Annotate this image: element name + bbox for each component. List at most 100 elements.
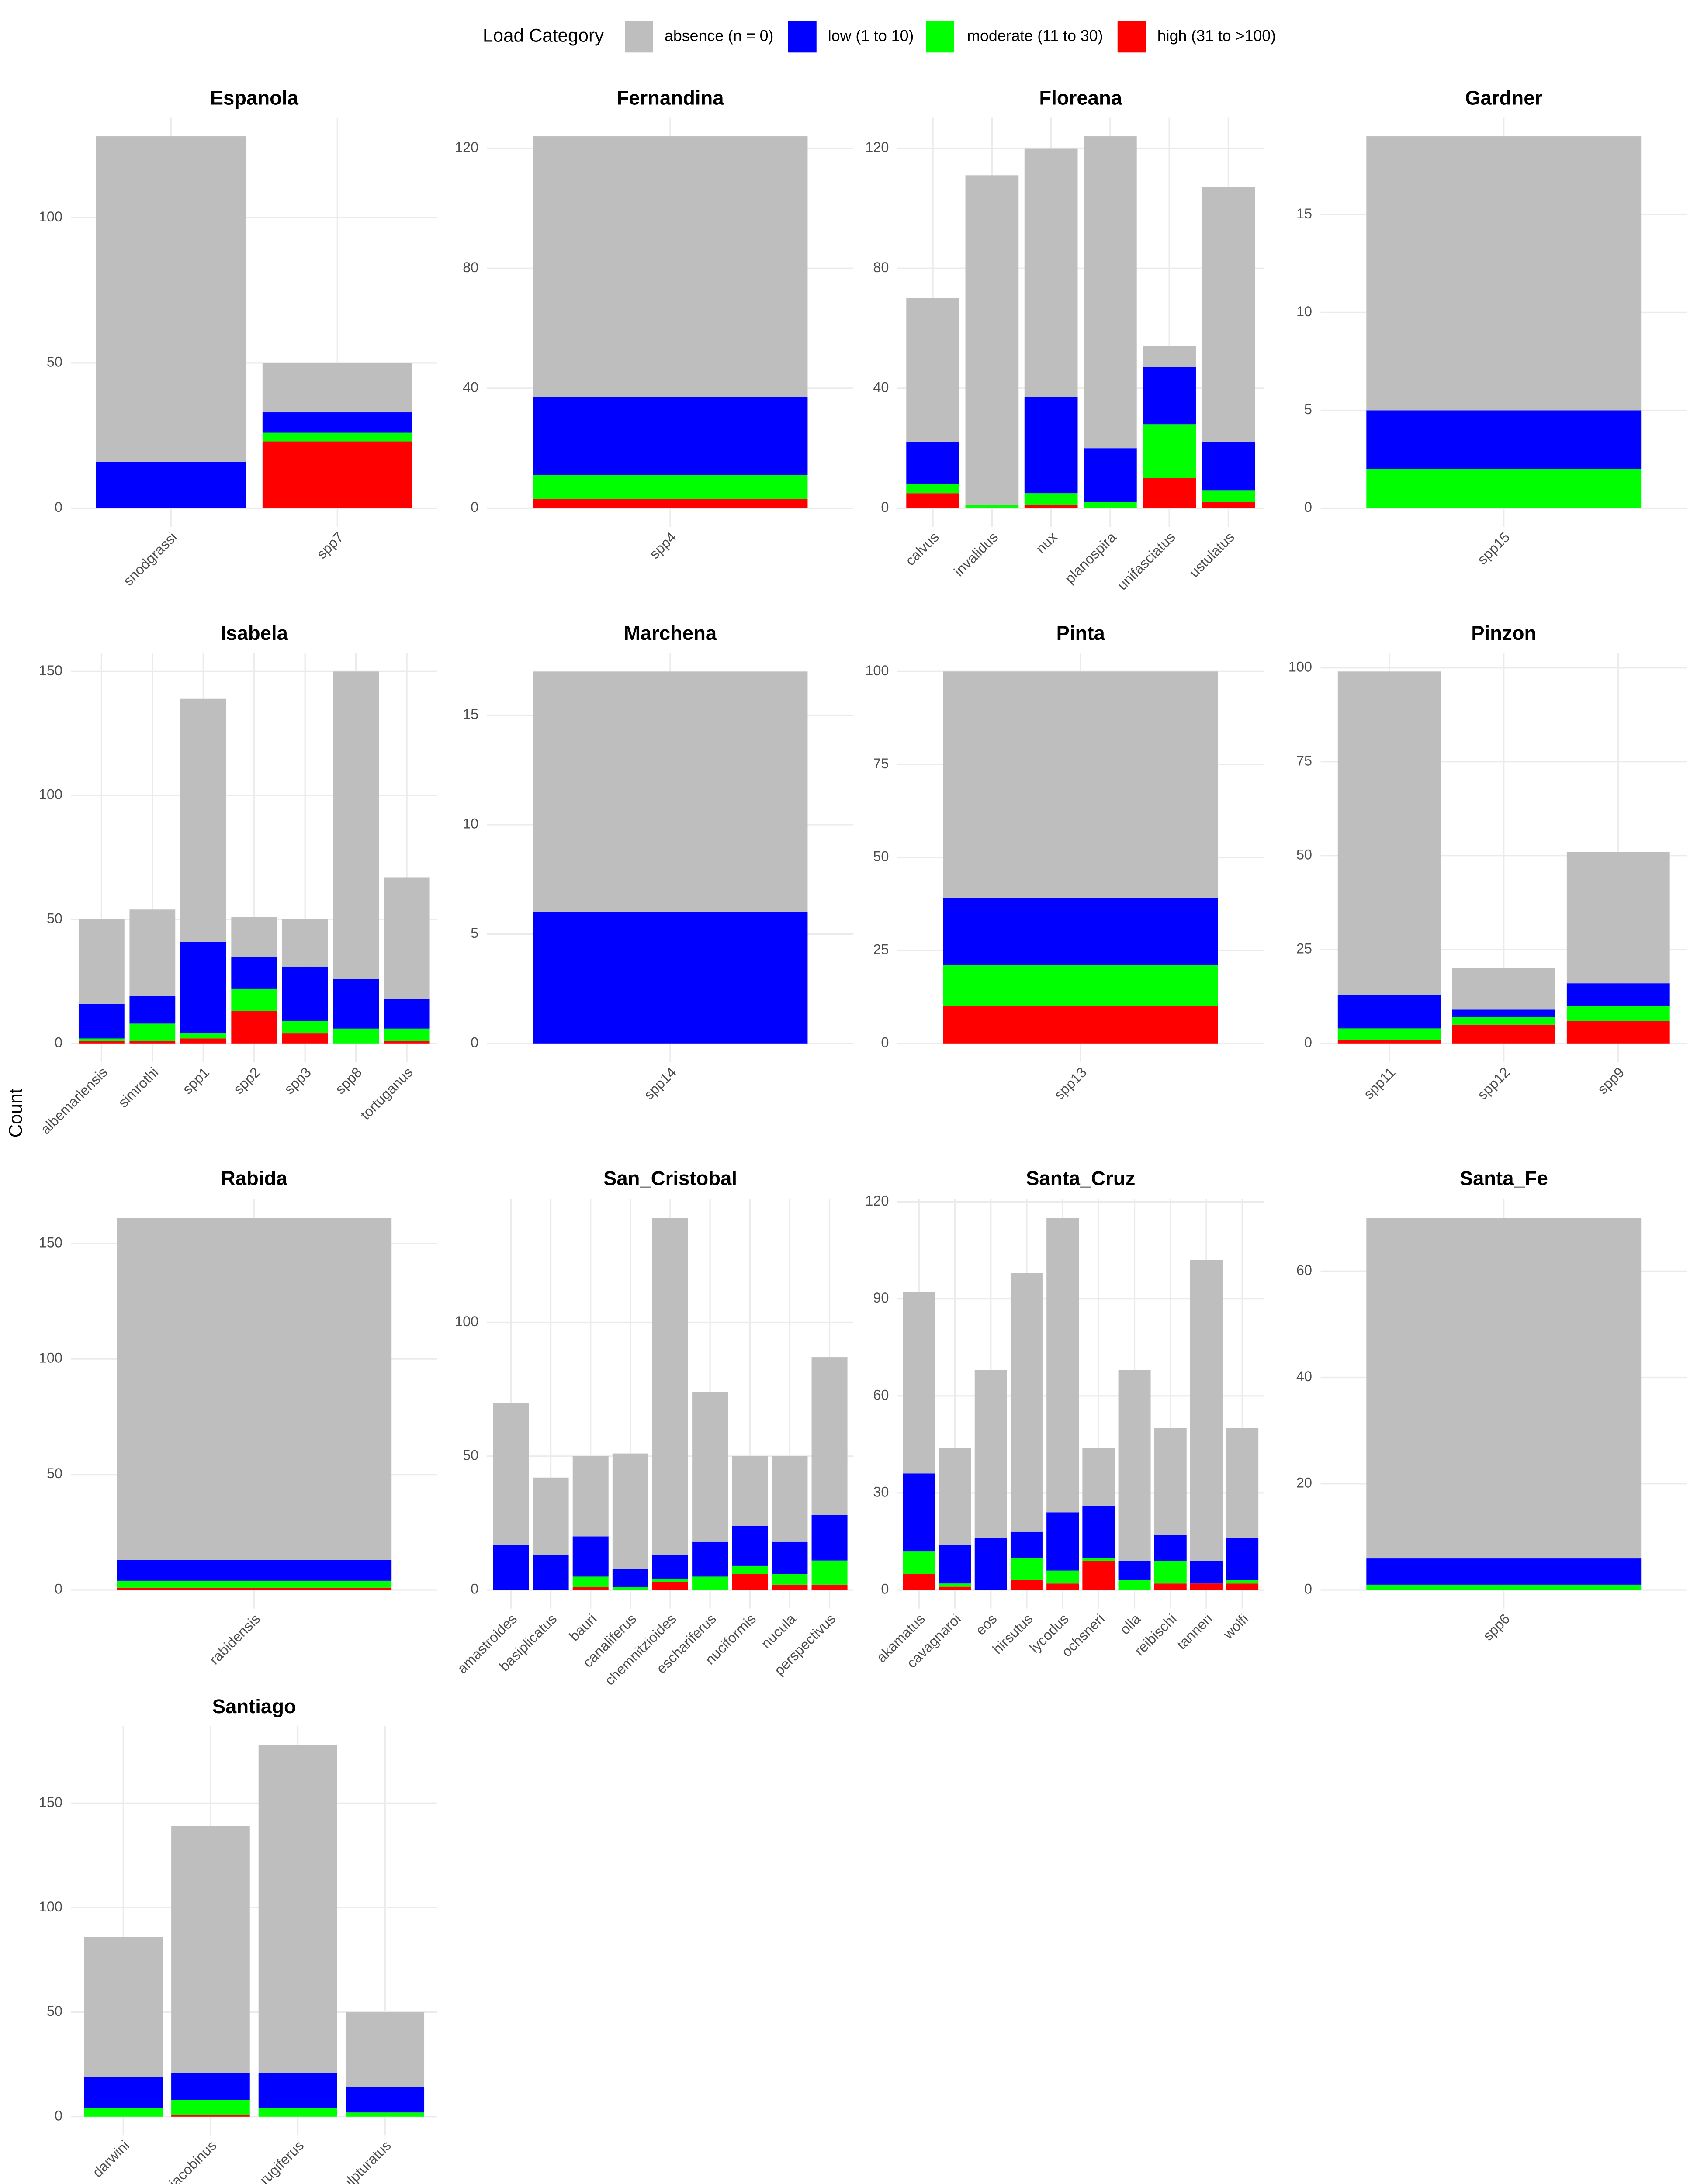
- bar-segment: [1046, 1512, 1079, 1571]
- x-tick-label: rugiferus: [256, 2137, 307, 2184]
- bar-segment: [1046, 1218, 1079, 1513]
- bar-segment: [384, 877, 430, 999]
- bar-segment: [939, 1583, 971, 1587]
- panel-title: Marchena: [624, 622, 717, 644]
- bar-segment: [262, 432, 412, 442]
- bar-segment: [117, 1560, 392, 1581]
- bar-segment: [333, 1028, 379, 1044]
- legend-swatch: [1117, 21, 1146, 53]
- bar-segment: [384, 1041, 430, 1044]
- bar-segment: [493, 1544, 529, 1590]
- bar-segment: [1452, 1024, 1555, 1044]
- bar-segment: [811, 1560, 848, 1585]
- y-tick-label: 50: [47, 354, 62, 370]
- panel-title: Pinta: [1056, 622, 1105, 644]
- bar-segment: [652, 1579, 689, 1582]
- bar-segment: [974, 1370, 1007, 1538]
- bar-segment: [180, 1038, 226, 1044]
- y-tick-label: 0: [471, 1034, 478, 1050]
- bar-segment: [1082, 1558, 1115, 1561]
- bar-segment: [1084, 448, 1137, 502]
- panel-title: Isabela: [221, 622, 288, 644]
- y-tick-label: 100: [39, 1899, 62, 1914]
- y-tick-label: 10: [1296, 304, 1312, 319]
- bar-segment: [1190, 1260, 1223, 1561]
- bar-segment: [652, 1582, 689, 1590]
- bar-segment: [171, 1826, 250, 2073]
- bar-segment: [1452, 1017, 1555, 1025]
- y-tick-label: 0: [55, 1034, 62, 1050]
- y-tick-label: 150: [39, 1794, 62, 1810]
- legend-swatch: [625, 21, 653, 53]
- x-tick-label: spp14: [641, 1064, 679, 1102]
- y-tick-label: 0: [55, 1581, 62, 1597]
- y-tick-label: 80: [463, 259, 478, 275]
- bar-segment: [84, 1937, 163, 2077]
- bar-segment: [171, 2073, 250, 2100]
- bar-segment: [129, 1023, 176, 1041]
- bar-segment: [572, 1536, 609, 1577]
- y-tick-label: 25: [873, 942, 889, 957]
- bar-segment: [732, 1574, 768, 1590]
- y-tick-label: 100: [39, 787, 62, 802]
- x-tick-label: unifasciatus: [1114, 529, 1178, 593]
- x-tick-label: spp11: [1361, 1064, 1398, 1102]
- bar-segment: [262, 363, 412, 413]
- bar-segment: [1143, 367, 1196, 425]
- y-tick-label: 30: [873, 1484, 889, 1500]
- bar-segment: [1118, 1561, 1151, 1580]
- y-tick-label: 0: [471, 1581, 478, 1597]
- bar-segment: [1024, 397, 1078, 494]
- bar-segment: [903, 1473, 935, 1552]
- bar-segment: [692, 1392, 728, 1542]
- bar-segment: [533, 671, 808, 912]
- bar-segment: [692, 1541, 728, 1577]
- bar-segment: [1190, 1583, 1223, 1590]
- bar-segment: [231, 957, 277, 989]
- bar-segment: [533, 499, 808, 508]
- y-tick-label: 5: [471, 925, 478, 941]
- bar-segment: [772, 1584, 808, 1590]
- bar-segment: [692, 1576, 728, 1590]
- bar-segment: [129, 1041, 176, 1044]
- y-tick-label: 10: [463, 816, 478, 831]
- legend-label: moderate (11 to 30): [967, 27, 1103, 45]
- bar-segment: [346, 2087, 425, 2113]
- panel-title: Rabida: [221, 1167, 287, 1189]
- bar-segment: [117, 1587, 392, 1590]
- panel-title: Pinzon: [1471, 622, 1536, 644]
- bar-segment: [1202, 187, 1255, 442]
- bar-segment: [171, 2115, 250, 2117]
- y-tick-label: 0: [55, 2108, 62, 2123]
- bar-segment: [811, 1515, 848, 1561]
- bar-segment: [1226, 1428, 1259, 1538]
- bar-segment: [78, 1038, 125, 1041]
- bar-segment: [96, 462, 246, 508]
- bar-segment: [652, 1218, 689, 1555]
- bar-segment: [1366, 1218, 1642, 1559]
- bar-segment: [231, 917, 277, 957]
- y-tick-label: 25: [1296, 940, 1312, 956]
- bar-segment: [282, 966, 328, 1021]
- bar-segment: [533, 397, 808, 476]
- bar-segment: [906, 298, 960, 442]
- bar-segment: [1566, 983, 1670, 1006]
- y-tick-label: 75: [1296, 753, 1312, 768]
- y-tick-label: 120: [865, 139, 889, 155]
- bar-segment: [117, 1218, 392, 1560]
- panel-title: Santiago: [212, 1695, 296, 1717]
- y-tick-label: 120: [455, 139, 478, 155]
- x-tick-label: spp13: [1051, 1064, 1090, 1102]
- y-tick-label: 15: [1296, 206, 1312, 221]
- x-tick-label: darwini: [90, 2137, 132, 2180]
- y-tick-label: 75: [873, 756, 889, 771]
- bar-segment: [1366, 410, 1642, 469]
- y-tick-label: 40: [463, 379, 478, 395]
- panel-title: Santa_Fe: [1460, 1167, 1548, 1189]
- y-tick-label: 50: [47, 911, 62, 926]
- y-tick-label: 60: [1296, 1262, 1312, 1278]
- y-tick-label: 100: [455, 1313, 478, 1329]
- bar-segment: [258, 2073, 337, 2108]
- x-tick-label: albemarlensis: [38, 1064, 111, 1137]
